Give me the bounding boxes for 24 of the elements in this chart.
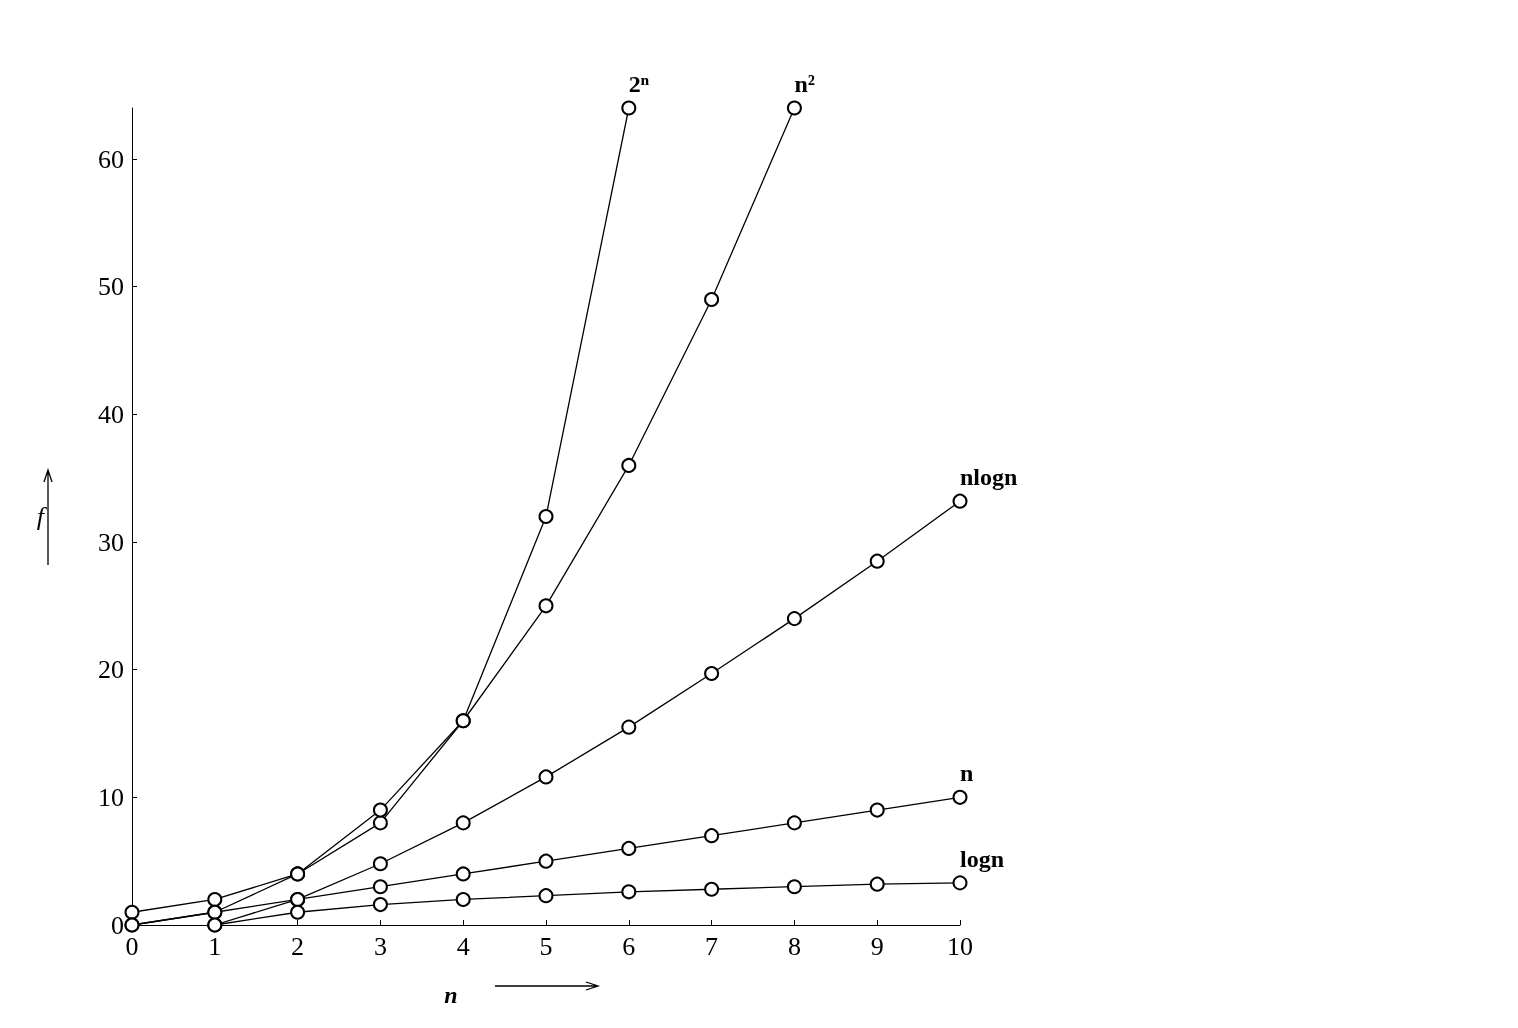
x-tick-label: 8	[787, 931, 801, 961]
x-axis-title: n	[444, 982, 458, 1008]
series-label: n²	[794, 71, 815, 97]
series-label: logn	[960, 845, 1005, 872]
series-label: nlogn	[960, 464, 1018, 491]
y-axis-title: f	[36, 502, 48, 531]
series-label: n	[960, 760, 974, 787]
x-tick-label: 6	[622, 931, 636, 961]
x-tick-label: 10	[947, 931, 973, 961]
x-tick-label: 3	[373, 931, 387, 961]
x-tick-label: 9	[870, 931, 884, 961]
x-tick-label: 7	[705, 931, 719, 961]
y-tick-label: 30	[98, 527, 124, 557]
y-tick-label: 40	[98, 399, 124, 429]
x-tick-label: 5	[539, 931, 553, 961]
x-tick-label: 2	[291, 931, 305, 961]
y-tick-label: 50	[98, 272, 124, 302]
y-tick-label: 20	[98, 655, 124, 685]
y-tick-label: 10	[98, 782, 124, 812]
y-tick-label: 0	[111, 910, 124, 940]
series-label: 2ⁿ	[628, 71, 650, 97]
y-tick-label: 60	[98, 144, 124, 174]
x-tick-label: 4	[456, 931, 470, 961]
x-tick-label: 1	[208, 931, 222, 961]
